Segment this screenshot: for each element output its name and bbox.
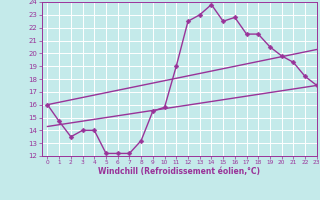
X-axis label: Windchill (Refroidissement éolien,°C): Windchill (Refroidissement éolien,°C) (98, 167, 260, 176)
